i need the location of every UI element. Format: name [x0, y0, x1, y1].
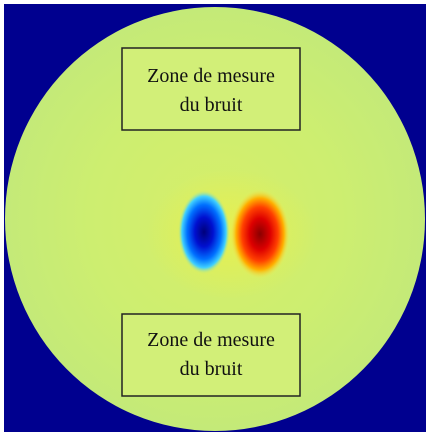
box-label: du bruit: [180, 94, 243, 116]
box-frame: [121, 47, 301, 131]
box-frame: [121, 313, 301, 397]
box-label: Zone de mesure: [147, 65, 275, 87]
measure-box: Zone de mesure du bruit: [121, 47, 301, 131]
box-label: Zone de mesure: [147, 329, 275, 351]
box-label: du bruit: [180, 358, 243, 380]
measure-box: Zone de mesure du bruit: [121, 313, 301, 397]
red-lobe: [230, 189, 290, 279]
blue-lobe: [178, 190, 230, 274]
